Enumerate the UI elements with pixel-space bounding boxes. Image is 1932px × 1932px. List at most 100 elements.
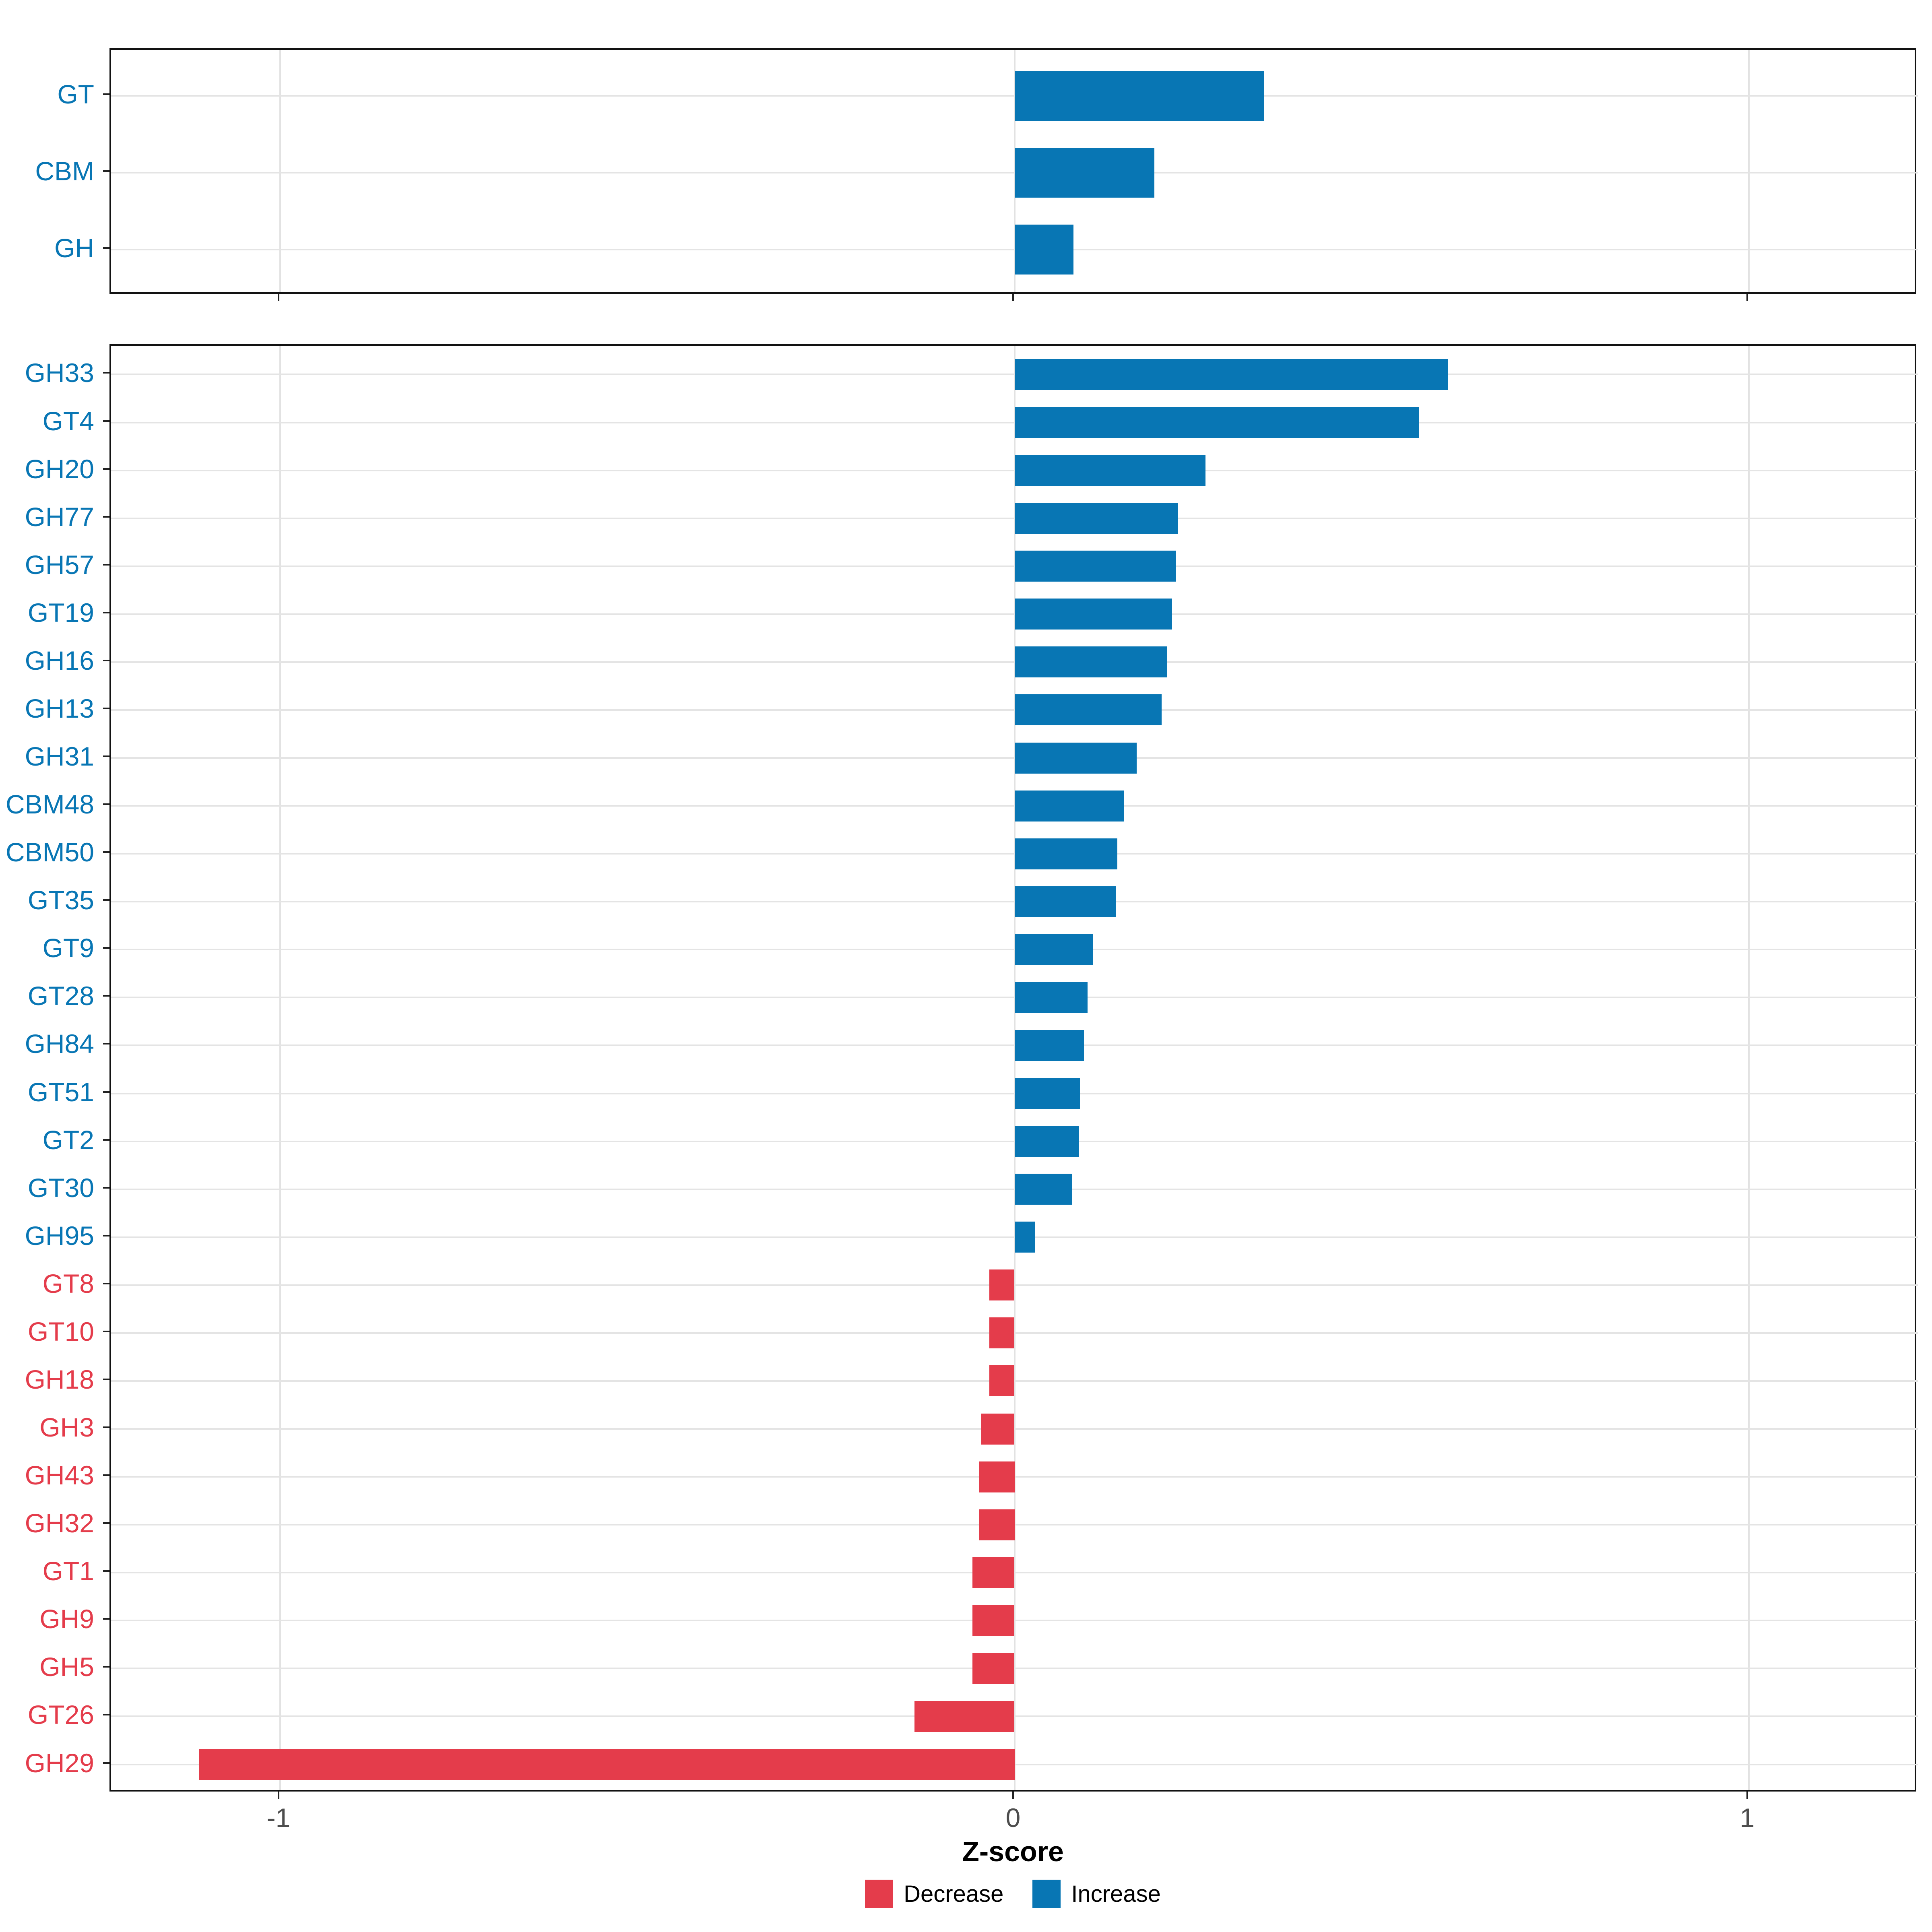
bar-GT35 (1015, 886, 1116, 917)
bar-GH29 (199, 1749, 1015, 1780)
facet-panel-enzyme-classes (109, 48, 1918, 294)
bar-GH16 (1015, 646, 1167, 677)
bar-GH77 (1015, 503, 1178, 534)
y-tick-GH16 (103, 660, 109, 661)
bar-GH32 (979, 1509, 1015, 1540)
row-gridline-GT (111, 95, 1918, 97)
row-gridline-GH5 (111, 1668, 1918, 1669)
y-tick-GT28 (103, 995, 109, 997)
category-label-GT2: GT2 (42, 1125, 94, 1155)
x-tick-0-panel0 (1012, 294, 1014, 301)
row-gridline-GT10 (111, 1332, 1918, 1334)
category-label-GT10: GT10 (27, 1317, 94, 1346)
category-label-GT26: GT26 (27, 1700, 94, 1730)
x-tick-label-1: 1 (1740, 1803, 1755, 1833)
bar-CBM50 (1015, 838, 1117, 869)
y-tick-GH29 (103, 1762, 109, 1764)
bar-GH (1015, 225, 1073, 275)
row-gridline-CBM50 (111, 853, 1918, 855)
row-gridline-GH13 (111, 709, 1918, 711)
row-gridline-CBM48 (111, 805, 1918, 807)
bar-GT10 (989, 1317, 1014, 1348)
major-gridline-x-1 (279, 50, 281, 292)
bar-GT19 (1015, 599, 1172, 630)
major-gridline-x1 (1748, 50, 1750, 292)
legend: Decrease Increase (109, 1872, 1916, 1916)
category-label-GT30: GT30 (27, 1173, 94, 1203)
major-gridline-x0 (1013, 50, 1016, 292)
x-tick-1-panel1 (1746, 1792, 1748, 1799)
row-gridline-GH18 (111, 1380, 1918, 1382)
bar-GT4 (1015, 407, 1419, 438)
y-tick-GH3 (103, 1426, 109, 1428)
y-tick-GT26 (103, 1714, 109, 1715)
category-label-GH3: GH3 (39, 1412, 94, 1442)
major-gridline-x-1 (279, 346, 281, 1790)
category-label-GT8: GT8 (42, 1269, 94, 1298)
row-gridline-GT9 (111, 949, 1918, 950)
bar-GH31 (1015, 743, 1137, 774)
y-tick-GH5 (103, 1666, 109, 1668)
row-gridline-GH33 (111, 374, 1918, 375)
row-gridline-GH20 (111, 470, 1918, 471)
x-tick--1-panel0 (278, 294, 279, 301)
category-label-GT9: GT9 (42, 933, 94, 963)
bar-GT28 (1015, 982, 1088, 1013)
row-gridline-GH3 (111, 1428, 1918, 1430)
category-label-GH18: GH18 (25, 1364, 94, 1394)
category-label-GH84: GH84 (25, 1029, 94, 1059)
row-gridline-GT28 (111, 997, 1918, 998)
legend-label-decrease: Decrease (904, 1880, 1004, 1907)
category-label-GT: GT (57, 79, 94, 109)
x-axis-title: Z-score (962, 1836, 1064, 1867)
legend-swatch-increase (1032, 1880, 1061, 1908)
category-label-GH57: GH57 (25, 550, 94, 580)
bar-GT51 (1015, 1078, 1080, 1109)
category-label-GT35: GT35 (27, 885, 94, 915)
bar-GT8 (989, 1269, 1014, 1300)
bar-CBM48 (1015, 791, 1124, 822)
bar-GT (1015, 71, 1264, 121)
bar-GT9 (1015, 934, 1093, 965)
y-tick-GH9 (103, 1618, 109, 1620)
row-gridline-GT4 (111, 422, 1918, 423)
category-label-GH5: GH5 (39, 1652, 94, 1682)
y-tick-GT4 (103, 420, 109, 422)
category-label-GT1: GT1 (42, 1556, 94, 1586)
bar-GH95 (1015, 1222, 1035, 1253)
legend-label-increase: Increase (1071, 1880, 1161, 1907)
category-label-GH20: GH20 (25, 454, 94, 484)
y-tick-CBM (103, 170, 109, 172)
row-gridline-GT2 (111, 1141, 1918, 1142)
major-gridline-x1 (1748, 346, 1750, 1790)
y-tick-GH (103, 247, 109, 249)
row-gridline-GT19 (111, 613, 1918, 615)
bar-GH9 (972, 1605, 1014, 1636)
y-tick-CBM48 (103, 803, 109, 805)
y-tick-GT8 (103, 1283, 109, 1284)
category-label-GT19: GT19 (27, 598, 94, 627)
y-tick-GT51 (103, 1091, 109, 1093)
bar-GH5 (972, 1653, 1014, 1684)
row-gridline-GH16 (111, 661, 1918, 663)
category-label-GT28: GT28 (27, 981, 94, 1011)
category-label-GH32: GH32 (25, 1508, 94, 1538)
category-label-CBM50: CBM50 (5, 837, 94, 867)
category-label-GH31: GH31 (25, 741, 94, 771)
row-gridline-GH31 (111, 757, 1918, 759)
y-tick-GH31 (103, 755, 109, 757)
y-tick-GH95 (103, 1235, 109, 1236)
bar-GT2 (1015, 1126, 1079, 1157)
bar-GH43 (979, 1461, 1015, 1492)
bar-GT26 (914, 1701, 1014, 1732)
bar-GH57 (1015, 551, 1176, 582)
y-tick-GH18 (103, 1379, 109, 1380)
row-gridline-GT1 (111, 1572, 1918, 1573)
category-label-GH33: GH33 (25, 358, 94, 388)
bar-GH20 (1015, 455, 1205, 486)
bar-GH84 (1015, 1030, 1084, 1061)
category-label-GH77: GH77 (25, 502, 94, 532)
category-label-GH13: GH13 (25, 694, 94, 723)
row-gridline-GH84 (111, 1044, 1918, 1046)
